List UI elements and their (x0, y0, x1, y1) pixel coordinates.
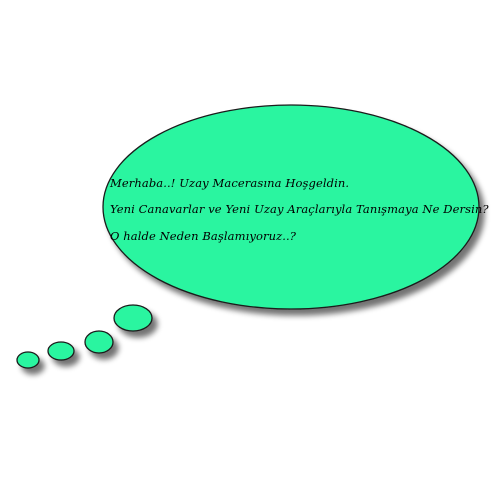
bubble-text-line-2: Yeni Canavarlar ve Yeni Uzay Araçlarıyla… (110, 202, 489, 216)
thought-dot-smallest (16, 351, 40, 369)
main-thought-ellipse (102, 104, 480, 310)
bubble-text-line-3: O halde Neden Başlamıyoruz..? (110, 229, 297, 243)
thought-dot-large (113, 304, 153, 332)
thought-dot-medium (84, 330, 114, 354)
bubble-text-line-1: Merhaba..! Uzay Macerasına Hoşgeldin. (110, 176, 350, 190)
thought-dot-small (47, 341, 75, 361)
